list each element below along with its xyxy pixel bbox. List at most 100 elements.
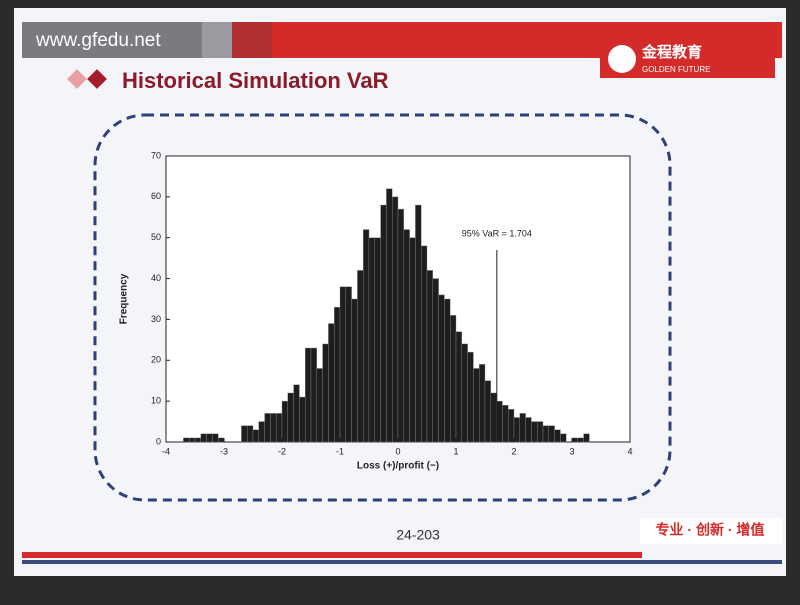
histogram-bar	[531, 421, 538, 443]
title-diamond	[67, 69, 87, 89]
histogram-bar	[351, 298, 358, 443]
histogram-bar	[479, 364, 486, 443]
histogram-bar	[392, 196, 399, 443]
x-tick-label: 1	[453, 446, 458, 456]
histogram-bar	[426, 270, 433, 443]
histogram-bar	[200, 433, 207, 443]
y-tick-label: 60	[151, 191, 161, 201]
histogram-bar	[316, 368, 323, 443]
y-tick-label: 10	[151, 396, 161, 406]
dashed-frame	[93, 113, 672, 502]
histogram-bar	[368, 237, 376, 443]
histogram-bar	[276, 413, 283, 443]
logo-en: GOLDEN FUTURE	[642, 65, 710, 74]
histogram-bar	[386, 188, 393, 443]
page-number: 24-203	[396, 527, 440, 543]
histogram-bar	[363, 229, 370, 443]
histogram-bar	[287, 392, 294, 443]
histogram-bar	[484, 380, 491, 443]
histogram-bar	[496, 400, 503, 443]
histogram-bar	[438, 294, 445, 443]
histogram-bar	[339, 286, 347, 443]
histogram-bar	[450, 315, 457, 443]
histogram-bar	[241, 425, 248, 443]
chart: 0 10 20 30 40 50 60 70 -4 -3 -2 -1 0 1 2 3 4 Loss (+)/pro…	[119, 150, 633, 471]
footer-bar	[22, 552, 642, 558]
histogram-bar	[374, 237, 381, 443]
y-tick-label: 40	[151, 273, 161, 283]
histogram-bar	[577, 437, 584, 443]
x-tick-label: 2	[511, 446, 516, 456]
histogram-bar	[519, 413, 526, 443]
header-strip	[232, 22, 272, 58]
x-tick-label: -4	[162, 446, 170, 456]
histogram-bar	[583, 433, 590, 443]
histogram-bar	[455, 331, 462, 443]
histogram-bar	[206, 433, 213, 443]
histogram-bar	[252, 429, 260, 443]
histogram-bar	[305, 347, 312, 443]
slogan: 专业 · 创新 · 增值	[656, 522, 765, 538]
histogram-bar	[525, 417, 532, 443]
y-tick-label: 0	[156, 436, 161, 446]
var-annotation: 95% VaR = 1.704	[462, 228, 532, 238]
histogram-bar	[357, 270, 364, 443]
x-axis-label: Loss (+)/profit (−)	[357, 461, 439, 472]
footer-line	[22, 560, 782, 564]
histogram-bar	[444, 298, 451, 443]
logo-icon	[608, 45, 636, 73]
histogram-bar	[415, 204, 422, 443]
title-diamond	[87, 69, 107, 89]
x-tick-label: -2	[278, 446, 286, 456]
logo-cn: 金程教育	[641, 43, 702, 61]
histogram-bar	[270, 413, 277, 443]
histogram-bar	[421, 245, 428, 443]
histogram-bar	[554, 429, 561, 443]
histogram-bar	[490, 392, 497, 443]
y-axis-label: Frequency	[119, 273, 130, 324]
histogram-bar	[560, 433, 567, 443]
y-tick-label: 50	[151, 232, 161, 242]
histogram-bar	[508, 409, 515, 443]
histogram-bar	[194, 437, 202, 443]
histogram-bar	[380, 204, 387, 443]
histogram-bar	[542, 425, 549, 443]
header-gray	[22, 22, 202, 58]
histogram-bar	[246, 425, 254, 443]
histogram-bar	[293, 384, 300, 443]
x-tick-label: -1	[336, 446, 344, 456]
histogram-bar	[409, 237, 416, 443]
site-url: www.gfedu.net	[35, 30, 161, 51]
histogram-bar	[473, 368, 480, 443]
histogram-bar	[345, 286, 352, 443]
histogram-bar	[281, 400, 289, 443]
histogram-bar	[403, 229, 410, 443]
histogram-bar	[310, 347, 318, 443]
histogram-bar	[334, 306, 341, 443]
histogram-bar	[461, 343, 468, 443]
slogan-box	[640, 518, 782, 544]
histogram-bar	[513, 417, 520, 443]
histogram-bar	[217, 437, 225, 443]
histogram-bar	[258, 421, 265, 443]
header-strip	[202, 22, 232, 58]
histogram-bar	[397, 208, 404, 443]
histogram-bar	[432, 278, 439, 443]
histogram-bar	[571, 437, 578, 443]
histogram-bar	[264, 413, 271, 443]
histogram-bar	[188, 437, 196, 443]
histogram-bar	[299, 396, 306, 443]
y-tick-label: 70	[151, 150, 161, 160]
histogram-bar	[183, 437, 190, 443]
histogram-bar	[502, 405, 509, 443]
y-tick-label: 20	[151, 355, 161, 365]
histogram-bar	[212, 433, 219, 443]
histogram-bar	[537, 421, 544, 443]
y-tick-label: 30	[151, 314, 161, 324]
histogram-bar	[548, 425, 555, 443]
x-tick-label: 4	[627, 446, 632, 456]
histogram-bar	[322, 343, 329, 443]
histogram-bar	[467, 351, 474, 443]
